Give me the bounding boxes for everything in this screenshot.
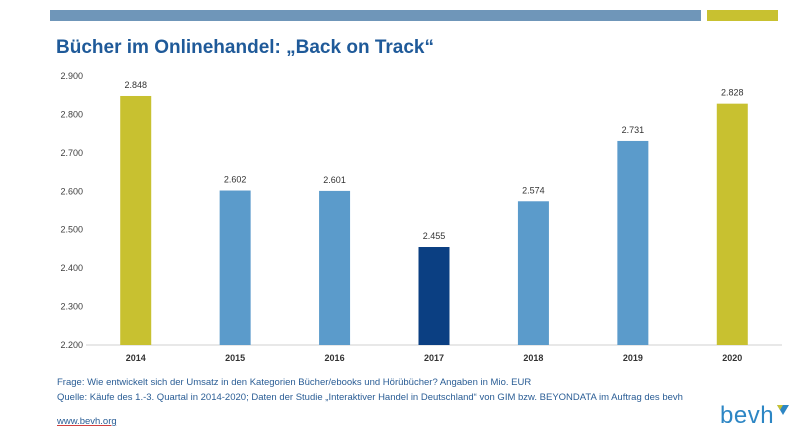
data-label: 2.828 xyxy=(721,88,744,98)
x-tick-label: 2017 xyxy=(424,353,444,363)
y-tick-label: 2.700 xyxy=(60,148,83,158)
x-tick-label: 2020 xyxy=(722,353,742,363)
y-tick-label: 2.400 xyxy=(60,263,83,273)
data-label: 2.574 xyxy=(522,185,545,195)
y-tick-label: 2.900 xyxy=(60,71,83,81)
y-tick-label: 2.800 xyxy=(60,109,83,119)
data-label: 2.602 xyxy=(224,175,247,185)
y-tick-label: 2.200 xyxy=(60,340,83,350)
logo-text: bevh xyxy=(720,402,775,429)
page-title: Bücher im Onlinehandel: „Back on Track“ xyxy=(56,37,434,58)
top-bar-yellow xyxy=(707,10,778,21)
y-tick-label: 2.500 xyxy=(60,225,83,235)
bar-2017 xyxy=(418,247,450,345)
data-label: 2.848 xyxy=(124,80,147,90)
footnote-source: Quelle: Käufe des 1.-3. Quartal in 2014-… xyxy=(57,392,683,403)
logo-mark-icon xyxy=(777,405,790,415)
data-label: 2.601 xyxy=(323,175,346,185)
bar-2019 xyxy=(617,140,649,345)
x-tick-label: 2019 xyxy=(623,353,643,363)
bevh-logo: bevh xyxy=(720,402,790,429)
x-tick-label: 2015 xyxy=(225,353,245,363)
data-label: 2.731 xyxy=(622,125,645,135)
top-bar-blue xyxy=(50,10,701,21)
footnote-question: Frage: Wie entwickelt sich der Umsatz in… xyxy=(57,377,532,388)
bar-2015 xyxy=(219,190,251,345)
bar-2014 xyxy=(120,95,152,346)
x-tick-label: 2016 xyxy=(325,353,345,363)
bar-2016 xyxy=(319,190,351,345)
x-tick-label: 2018 xyxy=(523,353,543,363)
x-tick-label: 2014 xyxy=(126,353,146,363)
y-tick-label: 2.600 xyxy=(60,186,83,196)
bar-2018 xyxy=(517,201,549,345)
website-link[interactable]: www.bevh.org xyxy=(57,416,117,427)
data-label: 2.455 xyxy=(423,231,446,241)
bar-2020 xyxy=(716,103,748,345)
y-tick-label: 2.300 xyxy=(60,302,83,312)
